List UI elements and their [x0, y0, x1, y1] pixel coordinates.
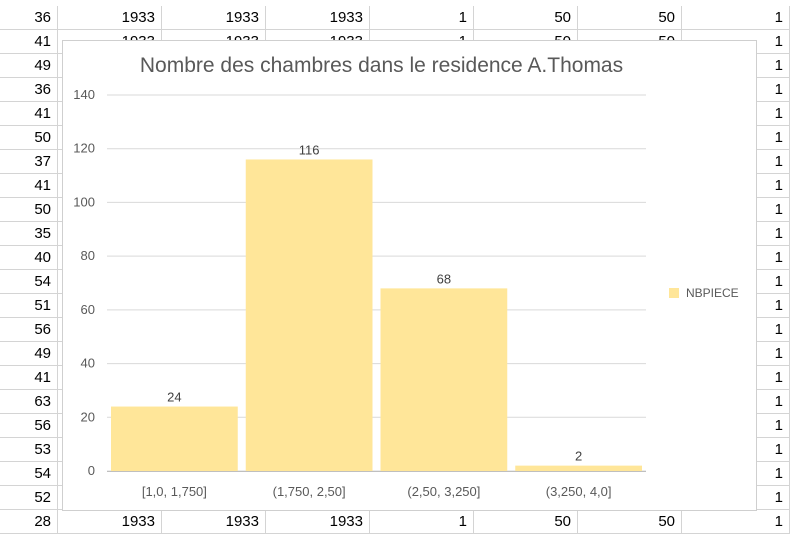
chart-title: Nombre des chambres dans le residence A.…	[140, 54, 623, 77]
bar	[111, 406, 238, 471]
sheet-cell[interactable]: 50	[578, 510, 682, 534]
bar	[245, 159, 373, 471]
histogram-chart[interactable]: Nombre des chambres dans le residence A.…	[62, 40, 757, 511]
sheet-cell[interactable]: 28	[0, 510, 58, 534]
sheet-cell[interactable]: 50	[474, 510, 578, 534]
y-tick-label: 100	[73, 194, 95, 209]
sheet-cell[interactable]: 1	[370, 6, 474, 30]
y-tick-label: 80	[81, 248, 95, 263]
sheet-cell[interactable]: 50	[474, 6, 578, 30]
sheet-cell[interactable]: 1	[370, 510, 474, 534]
sheet-cell[interactable]: 36	[0, 6, 58, 30]
sheet-cell[interactable]: 54	[0, 270, 58, 294]
sheet-cell[interactable]: 50	[578, 6, 682, 30]
data-label: 2	[575, 449, 582, 464]
sheet-cell[interactable]: 56	[0, 414, 58, 438]
legend-swatch	[669, 288, 679, 298]
sheet-cell[interactable]: 1933	[266, 6, 370, 30]
sheet-cell[interactable]: 37	[0, 150, 58, 174]
sheet-cell[interactable]: 56	[0, 318, 58, 342]
sheet-cell[interactable]: 1933	[162, 6, 266, 30]
data-label: 68	[437, 271, 451, 286]
sheet-cell[interactable]: 52	[0, 486, 58, 510]
sheet-row: 36 1933 1933 1933 1 50 50 1	[0, 6, 790, 30]
sheet-cell[interactable]: 41	[0, 30, 58, 54]
bar	[380, 288, 508, 471]
sheet-cell[interactable]: 1	[682, 510, 790, 534]
sheet-cell[interactable]: 50	[0, 198, 58, 222]
sheet-cell[interactable]: 49	[0, 54, 58, 78]
sheet-cell[interactable]: 1933	[266, 510, 370, 534]
y-tick-label: 40	[81, 356, 95, 371]
sheet-cell[interactable]: 53	[0, 438, 58, 462]
x-tick-label: (3,250, 4,0]	[546, 484, 612, 499]
y-tick-label: 0	[88, 463, 95, 478]
y-tick-label: 120	[73, 141, 95, 156]
sheet-cell[interactable]: 50	[0, 126, 58, 150]
x-tick-label: (1,750, 2,50]	[273, 484, 346, 499]
sheet-cell[interactable]: 35	[0, 222, 58, 246]
sheet-cell[interactable]: 1	[682, 6, 790, 30]
y-tick-label: 140	[73, 87, 95, 102]
sheet-cell[interactable]: 63	[0, 390, 58, 414]
data-label: 116	[299, 142, 320, 157]
x-tick-label: [1,0, 1,750]	[142, 484, 207, 499]
sheet-cell[interactable]: 41	[0, 102, 58, 126]
sheet-cell[interactable]: 36	[0, 78, 58, 102]
y-tick-label: 60	[81, 302, 95, 317]
sheet-cell[interactable]: 41	[0, 366, 58, 390]
x-tick-label: (2,50, 3,250]	[407, 484, 480, 499]
sheet-cell[interactable]: 1933	[58, 510, 162, 534]
sheet-cell[interactable]: 49	[0, 342, 58, 366]
data-label: 24	[167, 390, 181, 405]
sheet-cell[interactable]: 41	[0, 174, 58, 198]
chart-canvas: Nombre des chambres dans le residence A.…	[73, 54, 739, 499]
sheet-cell[interactable]: 54	[0, 462, 58, 486]
sheet-cell[interactable]: 51	[0, 294, 58, 318]
bar	[515, 465, 642, 471]
sheet-row: 28 1933 1933 1933 1 50 50 1	[0, 510, 790, 534]
legend-label: NBPIECE	[686, 286, 739, 300]
sheet-cell[interactable]: 1933	[58, 6, 162, 30]
sheet-cell[interactable]: 40	[0, 246, 58, 270]
sheet-cell[interactable]: 1933	[162, 510, 266, 534]
y-tick-label: 20	[81, 409, 95, 424]
